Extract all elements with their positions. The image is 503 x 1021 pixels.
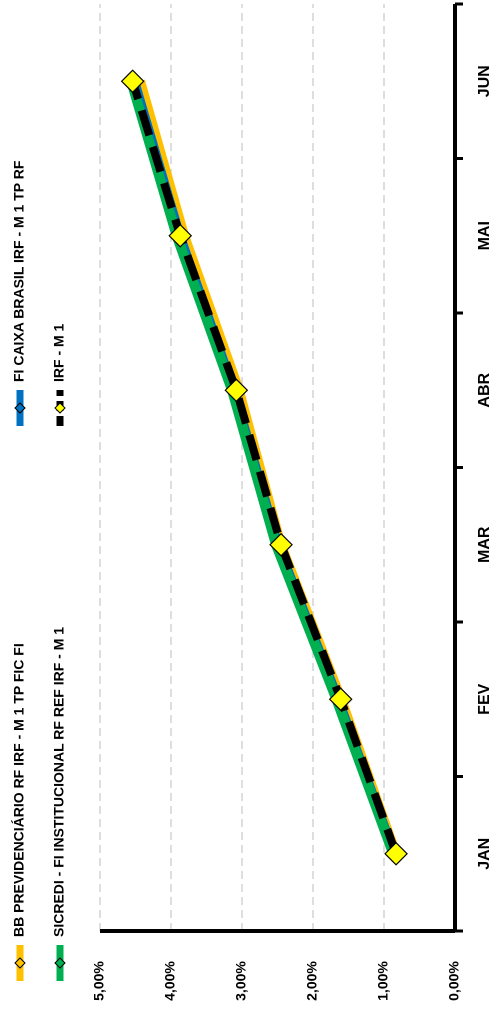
- point-marker: [120, 69, 145, 94]
- legend-marker: [54, 402, 66, 414]
- y-tick-label: 1,00%: [375, 961, 391, 1001]
- x-tick-label: FEV: [476, 683, 493, 714]
- y-tick-label: 5,00%: [91, 961, 107, 1001]
- point-marker: [224, 378, 249, 403]
- legend-label: IRF - M 1: [51, 323, 67, 382]
- y-tick-label: 4,00%: [162, 961, 178, 1001]
- rotated-plot: 0,00% 1,00% 2,00% 3,00% 4,00% 5,00% JAN FEV MAR A…: [11, 2, 493, 1001]
- point-marker: [328, 687, 353, 712]
- y-tick-label: 3,00%: [233, 961, 249, 1001]
- legend-label: FI CAIXA BRASIL IRF - M 1 TP RF: [11, 160, 27, 382]
- x-tick-label: JAN: [476, 838, 493, 870]
- point-marker: [269, 532, 293, 557]
- legend-label: BB PREVIDENCIÁRIO RF IRF - M 1 TP FIC FI: [11, 643, 27, 937]
- x-tick-label: MAI: [476, 221, 493, 250]
- legend-label: SICREDI - FI INSTITUCIONAL RF REF IRF - …: [51, 627, 67, 937]
- point-marker: [168, 223, 193, 248]
- legend-marker: [14, 957, 26, 969]
- series-line: [128, 80, 400, 856]
- y-tick-label: 2,00%: [304, 961, 320, 1001]
- legend-marker: [54, 957, 66, 969]
- legend-marker: [14, 402, 26, 414]
- x-tick-label: ABR: [476, 372, 493, 407]
- y-tick-label: 0,00%: [446, 961, 462, 1001]
- x-tick-label: JUN: [476, 65, 493, 97]
- x-tick-label: MAR: [476, 526, 493, 563]
- point-marker: [384, 841, 408, 866]
